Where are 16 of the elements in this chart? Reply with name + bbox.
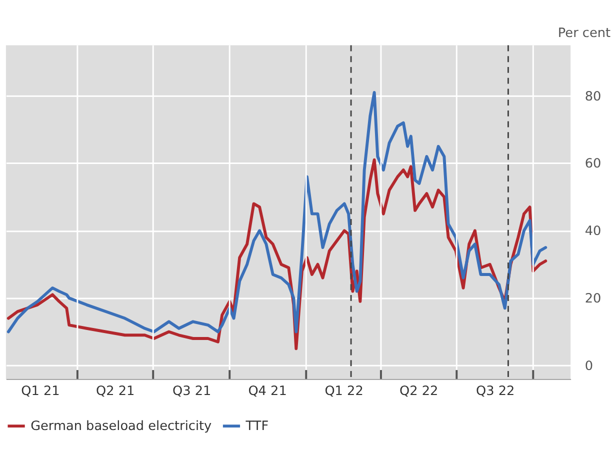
x-tick-label: Q2 22 bbox=[400, 384, 438, 400]
legend-label: TTF bbox=[244, 419, 269, 434]
x-tick-label: Q1 21 bbox=[21, 384, 60, 400]
y-tick-label: 20 bbox=[584, 292, 602, 306]
x-tick-label: Q2 21 bbox=[96, 384, 135, 400]
y-tick-label: 60 bbox=[584, 156, 602, 172]
y-axis-title: Per cent bbox=[558, 26, 611, 41]
x-tick-label: Q3 21 bbox=[172, 384, 212, 400]
x-tick-label: Q3 22 bbox=[476, 384, 515, 400]
legend-label: German baseload electricity bbox=[30, 419, 212, 434]
x-tick-label: Q4 21 bbox=[248, 384, 287, 400]
x-tick-label: Q1 22 bbox=[324, 384, 364, 400]
y-tick-label: 80 bbox=[584, 89, 602, 104]
y-tick-label: 0 bbox=[584, 358, 594, 374]
line-series bbox=[6, 90, 548, 334]
y-tick-label: 40 bbox=[584, 224, 602, 240]
